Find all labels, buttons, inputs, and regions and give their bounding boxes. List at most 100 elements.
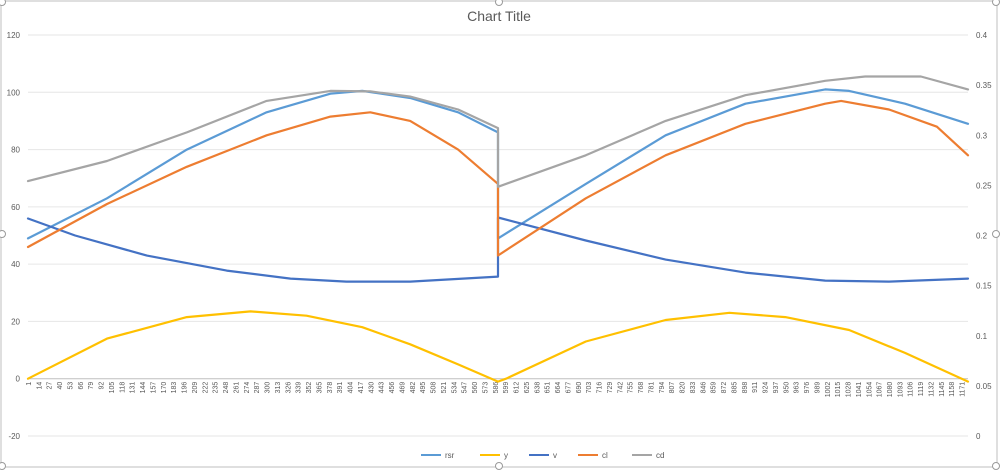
x-axis-tick-label: 313: [275, 382, 282, 394]
x-axis-tick-label: 820: [680, 382, 687, 394]
x-axis-tick-label: 209: [192, 382, 199, 394]
x-axis-tick-label: 794: [659, 382, 666, 394]
series: [26, 75, 970, 383]
x-axis-tick-label: 703: [586, 382, 593, 394]
x-axis-tick-label: 560: [472, 382, 479, 394]
resize-handle[interactable]: [0, 0, 6, 6]
x-axis-tick-label: 742: [617, 382, 624, 394]
x-axis-tick-label: 755: [628, 382, 635, 394]
chart-title: Chart Title: [467, 8, 531, 24]
x-axis-tick-label: 1015: [835, 382, 842, 398]
x-axis-tick-label: 859: [711, 382, 718, 394]
x-axis-tick-label: 287: [254, 382, 261, 394]
series-line-cd: [26, 75, 970, 188]
x-axis-tick-label: 339: [296, 382, 303, 394]
x-axis-tick-label: 898: [742, 382, 749, 394]
x-axis-tick-label: 924: [763, 382, 770, 394]
x-axis-tick-label: 417: [358, 382, 365, 394]
x-axis-tick-label: 144: [140, 382, 147, 394]
resize-handle[interactable]: [992, 230, 1000, 238]
x-axis-tick-label: 1054: [866, 382, 873, 398]
x-axis-tick-label: 261: [233, 382, 240, 394]
x-axis-tick-label: 131: [130, 382, 137, 394]
legend[interactable]: rsr y v cl cd: [421, 451, 664, 460]
x-axis-tick-label: 53: [67, 382, 74, 390]
x-axis-tick-label: 391: [337, 382, 344, 394]
left-axis-tick-label: 20: [11, 317, 20, 326]
x-axis-tick-label: 534: [451, 382, 458, 394]
legend-label-cd[interactable]: cd: [656, 451, 664, 460]
left-axis-tick-label: 80: [11, 146, 20, 155]
x-axis-tick-label: 547: [462, 382, 469, 394]
x-axis-tick-label: 1067: [877, 382, 884, 398]
x-axis-tick-label: 495: [420, 382, 427, 394]
x-axis-tick-label: 196: [182, 382, 189, 394]
legend-label-cl[interactable]: cl: [602, 451, 608, 460]
x-axis-tick-label: 1158: [949, 382, 956, 397]
left-axis-tick-label: 100: [7, 88, 21, 97]
right-axis: 0 0.05 0.1 0.15 0.2 0.25 0.3 0.35 0.4: [976, 31, 992, 441]
x-axis-tick-label: 1119: [918, 382, 925, 397]
x-axis-tick-label: 1028: [846, 382, 853, 398]
x-axis-tick-label: 248: [223, 382, 230, 394]
x-axis-tick-label: 885: [731, 382, 738, 394]
right-axis-tick-label: 0.35: [976, 81, 992, 90]
x-axis: 1 14 27 40 53 66 79 92 105 118 131 144 157 170 183 196 2…: [26, 382, 967, 398]
legend-label-y[interactable]: y: [504, 451, 508, 460]
x-axis-tick-label: 79: [88, 382, 95, 390]
x-axis-tick-label: 365: [316, 382, 323, 394]
x-axis-tick-label: 599: [503, 382, 510, 394]
left-axis: -20 0 20 40 60 80 100 120: [7, 31, 21, 441]
right-axis-tick-label: 0.1: [976, 332, 988, 341]
resize-handle[interactable]: [495, 462, 503, 470]
x-axis-tick-label: 14: [36, 382, 43, 390]
left-axis-tick-label: 120: [7, 31, 21, 40]
series-line-v: [26, 216, 970, 283]
resize-handle[interactable]: [992, 462, 1000, 470]
x-axis-tick-label: 677: [565, 382, 572, 394]
x-axis-tick-label: 1106: [908, 382, 915, 397]
x-axis-tick-label: 235: [213, 382, 220, 394]
left-axis-tick-label: -20: [8, 432, 20, 441]
x-axis-tick-label: 1002: [825, 382, 832, 398]
resize-handle[interactable]: [495, 0, 503, 6]
resize-handle[interactable]: [0, 462, 6, 470]
x-axis-tick-label: 469: [399, 382, 406, 394]
x-axis-tick-label: 651: [545, 382, 552, 394]
x-axis-tick-label: 664: [555, 382, 562, 394]
x-axis-tick-label: 1080: [887, 382, 894, 398]
x-axis-tick-label: 586: [493, 382, 500, 394]
left-axis-tick-label: 40: [11, 260, 20, 269]
x-axis-tick-label: 508: [431, 382, 438, 394]
x-axis-tick-label: 482: [410, 382, 417, 394]
x-axis-tick-label: 573: [482, 382, 489, 394]
x-axis-tick-label: 105: [109, 382, 116, 394]
right-axis-tick-label: 0.2: [976, 232, 988, 241]
x-axis-tick-label: 66: [78, 382, 85, 390]
x-axis-tick-label: 92: [99, 382, 106, 390]
x-axis-tick-label: 638: [534, 382, 541, 394]
x-axis-tick-label: 872: [721, 382, 728, 394]
x-axis-tick-label: 1171: [960, 382, 967, 397]
legend-label-rsr[interactable]: rsr: [445, 451, 455, 460]
right-axis-tick-label: 0.25: [976, 181, 992, 190]
x-axis-tick-label: 222: [202, 382, 209, 394]
x-axis-tick-label: 911: [752, 382, 759, 393]
x-axis-tick-label: 157: [150, 382, 157, 394]
resize-handle[interactable]: [0, 230, 6, 238]
legend-label-v[interactable]: v: [553, 451, 557, 460]
x-axis-tick-label: 404: [348, 382, 355, 394]
x-axis-tick-label: 729: [607, 382, 614, 394]
x-axis-tick-label: 40: [57, 382, 64, 390]
x-axis-tick-label: 950: [783, 382, 790, 394]
x-axis-tick-label: 456: [389, 382, 396, 394]
x-axis-tick-label: 1: [26, 382, 33, 386]
resize-handle[interactable]: [992, 0, 1000, 6]
left-axis-tick-label: 0: [16, 375, 21, 384]
right-axis-tick-label: 0: [976, 432, 981, 441]
series-line-cl: [26, 99, 970, 257]
x-axis-tick-label: 300: [265, 382, 272, 394]
x-axis-tick-label: 443: [379, 382, 386, 394]
